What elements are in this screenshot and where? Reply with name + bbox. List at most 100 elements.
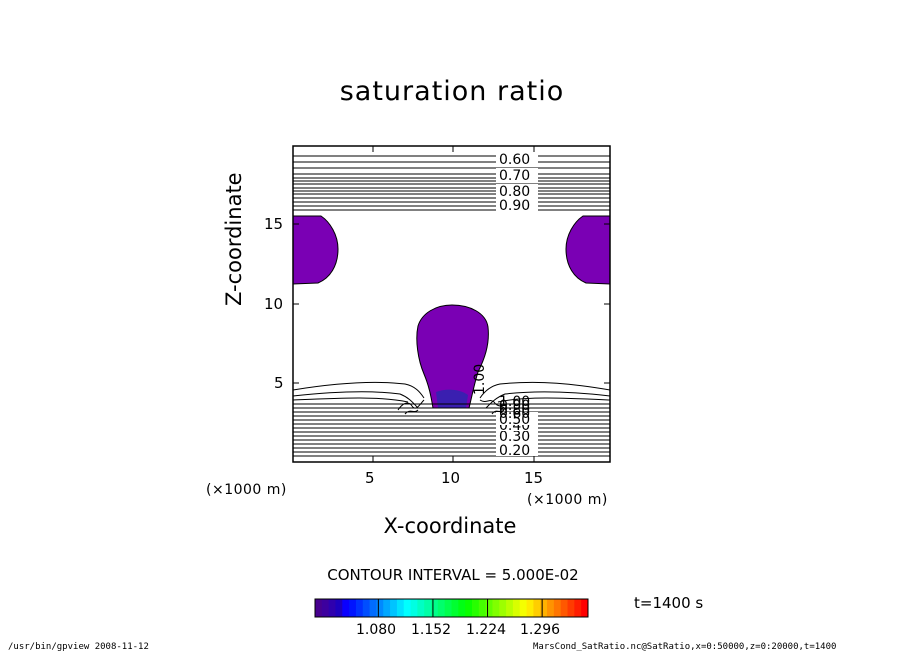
colorbar-swatch xyxy=(499,599,507,617)
x-axis-label: X-coordinate xyxy=(0,514,904,538)
colorbar-swatch xyxy=(328,599,336,617)
colorbar-swatch xyxy=(437,599,446,617)
contour-interval-label: CONTOUR INTERVAL = 5.000E-02 xyxy=(0,566,904,584)
colorbar-swatch xyxy=(547,599,555,617)
colorbar-swatch xyxy=(471,599,480,617)
colorbar-tick-label: 1.224 xyxy=(466,622,507,638)
colorbar-swatch xyxy=(492,599,500,617)
contour-line xyxy=(479,399,507,411)
colorbar-tick-label: 1.152 xyxy=(411,622,452,638)
contour-label: 0.80 xyxy=(499,402,530,418)
footer-left: /usr/bin/gpview 2008-11-12 xyxy=(8,642,149,652)
contour-label: 0.90 xyxy=(499,398,530,414)
contour-label-bg xyxy=(496,168,538,182)
contour-label: 0.60 xyxy=(499,152,530,168)
colorbar-swatch xyxy=(553,599,562,617)
contour-label-bg xyxy=(496,152,538,166)
colorbar-swatch xyxy=(431,599,439,617)
colorbar-swatch xyxy=(458,599,466,617)
contour-label-bg xyxy=(496,198,538,212)
contour-labels: 0.600.700.800.900.200.300.400.500.600.80… xyxy=(472,152,538,459)
colorbar-swatch xyxy=(315,599,323,617)
chart-title: saturation ratio xyxy=(339,76,565,107)
contour-line xyxy=(497,397,611,403)
colorbar-swatch xyxy=(526,599,534,617)
contour-label: 0.60 xyxy=(499,406,530,422)
contour-label-bg xyxy=(496,184,538,198)
contour-line xyxy=(491,409,505,415)
contour-label: 1.00 xyxy=(499,394,530,410)
shaded-region-right-upper xyxy=(565,215,611,285)
colorbar-swatch xyxy=(512,599,521,617)
colorbar-tick-label: 1.080 xyxy=(356,622,397,638)
time-label: t=1400 s xyxy=(634,594,704,612)
colorbar-frame xyxy=(314,598,589,618)
y-unit-label: (×1000 m) xyxy=(206,482,287,498)
colorbar-swatch xyxy=(410,599,418,617)
colorbar-swatch xyxy=(335,599,343,617)
colorbar-swatch xyxy=(369,599,377,617)
contour-lines xyxy=(292,155,611,457)
shaded-regions xyxy=(292,215,611,409)
x-tick-label: 10 xyxy=(441,469,461,487)
colorbar-swatch xyxy=(560,599,569,617)
contour-label-bg xyxy=(496,412,538,425)
y-tick-label: 15 xyxy=(264,215,284,233)
plot-frame xyxy=(292,145,611,463)
y-tick-label: 5 xyxy=(274,374,284,392)
colorbar-swatch xyxy=(403,599,412,617)
colorbar-swatch xyxy=(321,599,330,617)
colorbar-swatch xyxy=(396,599,405,617)
contour-line xyxy=(292,381,425,399)
contour-label: 0.70 xyxy=(499,168,530,184)
footer-right: MarsCond_SatRatio.nc@SatRatio,x=0:50000,… xyxy=(533,642,837,652)
contour-line xyxy=(292,397,409,403)
colorbar-swatch xyxy=(424,599,432,617)
colorbar-swatch xyxy=(342,599,350,617)
colorbar-swatch xyxy=(567,599,575,617)
colorbar-swatch xyxy=(349,599,357,617)
colorbar-swatch xyxy=(465,599,473,617)
colorbar-swatch xyxy=(376,599,384,617)
colorbar-swatch xyxy=(383,599,391,617)
colorbar-swatch xyxy=(519,599,528,617)
colorbar-swatch xyxy=(533,599,541,617)
colorbar-swatch xyxy=(390,599,398,617)
colorbar-swatch xyxy=(478,599,487,617)
shaded-region-core xyxy=(436,389,468,408)
contour-label-vertical: 1.00 xyxy=(472,364,488,395)
contour-label: 0.80 xyxy=(499,184,530,200)
contour-label: 0.20 xyxy=(499,443,530,459)
y-tick-label: 10 xyxy=(264,295,284,313)
y-axis-title: Z-coordinate xyxy=(222,172,246,306)
colorbar-swatch xyxy=(451,599,459,617)
contour-label-bg xyxy=(496,429,538,442)
colorbar-swatch xyxy=(540,599,548,617)
contour-line xyxy=(485,391,611,409)
axis-ticks xyxy=(293,146,610,462)
contour-line xyxy=(397,399,425,411)
x-axis-title: X-coordinate xyxy=(383,514,517,538)
x-unit-label: (×1000 m) xyxy=(527,492,608,508)
contour-interval-text: CONTOUR INTERVAL = 5.000E-02 xyxy=(327,566,579,584)
colorbar-swatch xyxy=(417,599,425,617)
contour-line xyxy=(479,381,611,399)
contour-line xyxy=(404,409,419,415)
x-tick-label: 15 xyxy=(524,469,544,487)
colorbar-swatch xyxy=(355,599,364,617)
colorbar-swatch xyxy=(581,599,589,617)
colorbar-swatch xyxy=(574,599,582,617)
y-axis-label: Z-coordinate xyxy=(222,172,246,306)
colorbar-swatch xyxy=(506,599,514,617)
colorbar-swatch xyxy=(485,599,493,617)
shaded-region-left-upper xyxy=(292,215,339,285)
contour-label: 0.50 xyxy=(499,412,530,428)
colorbar-tick-label: 1.296 xyxy=(520,622,561,638)
colorbar-swatch xyxy=(362,599,371,617)
contour-label: 0.90 xyxy=(499,198,530,214)
contour-label-bg xyxy=(496,443,538,456)
colorbar-swatch xyxy=(444,599,452,617)
contour-label: 0.30 xyxy=(499,429,530,445)
contour-line xyxy=(292,391,419,409)
